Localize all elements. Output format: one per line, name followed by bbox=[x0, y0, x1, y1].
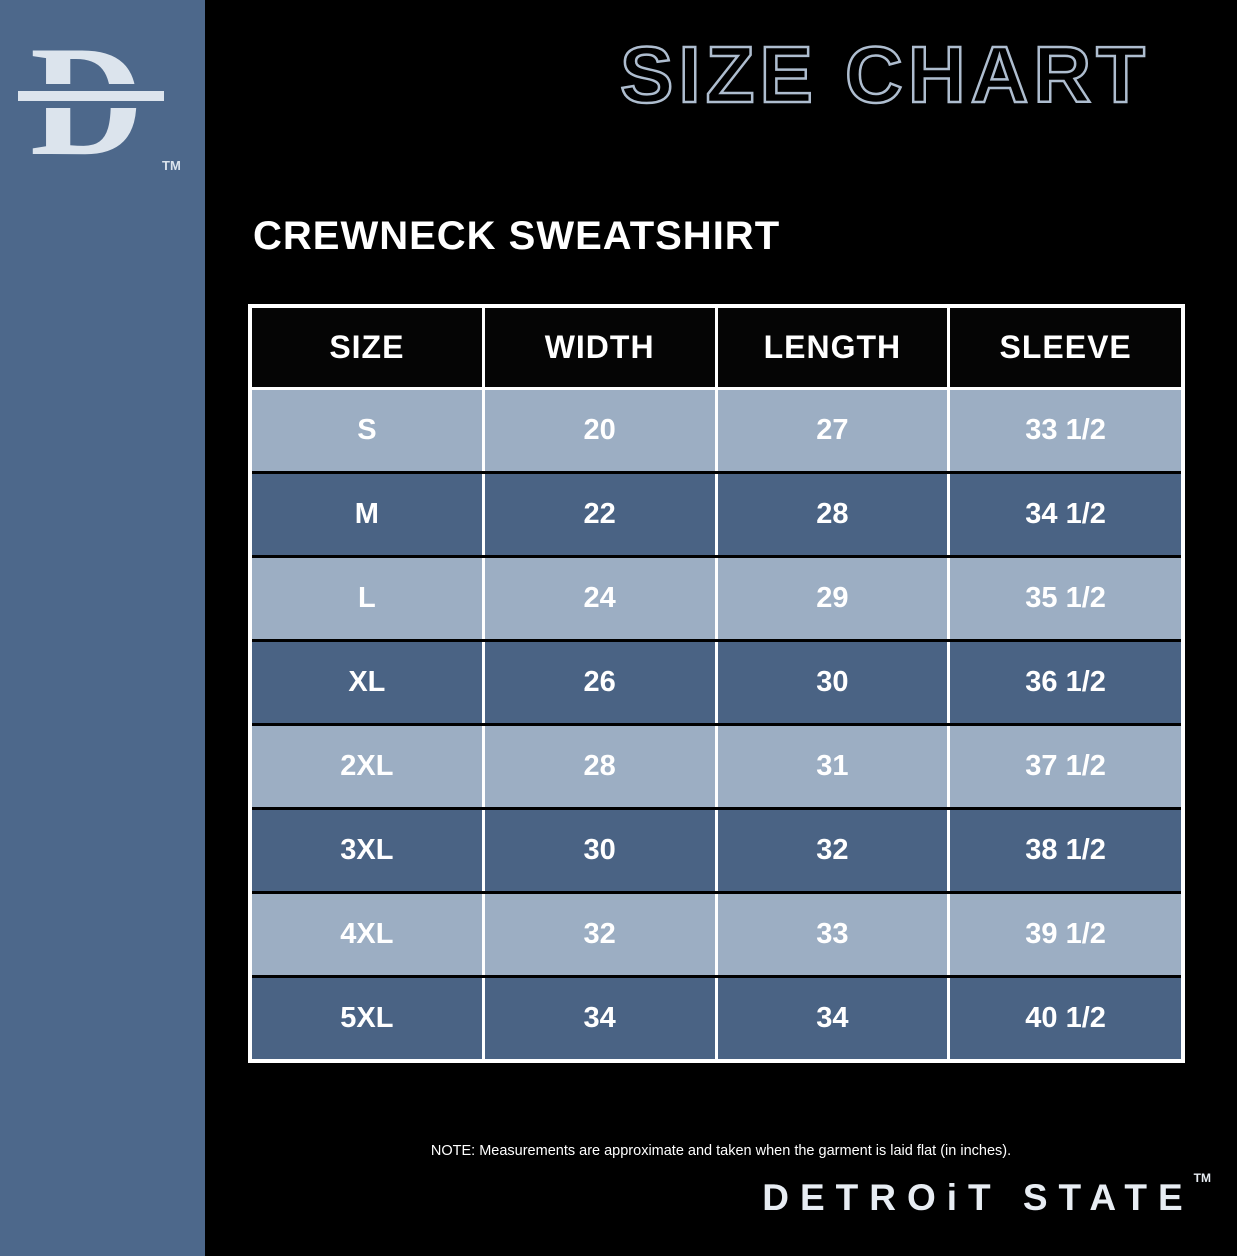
table-row: 3XL 30 32 38 1/2 bbox=[252, 807, 1181, 891]
product-title: CREWNECK SWEATSHIRT bbox=[253, 214, 781, 258]
value-cell: 20 bbox=[484, 390, 715, 471]
value-cell: 32 bbox=[717, 810, 948, 891]
measurement-note: NOTE: Measurements are approximate and t… bbox=[430, 1143, 1012, 1159]
size-table: SIZE WIDTH LENGTH SLEEVE S 20 27 33 1/2 M 22 28 34… bbox=[248, 304, 1185, 1063]
table-header: SIZE WIDTH LENGTH SLEEVE bbox=[252, 308, 1181, 390]
value-cell: 34 1/2 bbox=[950, 474, 1181, 555]
value-cell: 34 bbox=[717, 978, 948, 1059]
value-cell: 38 1/2 bbox=[950, 810, 1181, 891]
value-cell: 40 1/2 bbox=[950, 978, 1181, 1059]
table-body: S 20 27 33 1/2 M 22 28 34 1/2 L 24 29 35 1/2 XL 26 30 3… bbox=[252, 390, 1181, 1059]
table-row: 2XL 28 31 37 1/2 bbox=[252, 723, 1181, 807]
value-cell: 27 bbox=[717, 390, 948, 471]
page-title-wrap: SIZE CHART bbox=[205, 0, 1237, 128]
size-cell: L bbox=[252, 558, 482, 639]
value-cell: 32 bbox=[484, 894, 715, 975]
size-chart-title-outline: SIZE CHART bbox=[619, 29, 1150, 121]
sidebar: D TM bbox=[0, 0, 205, 1256]
value-cell: 22 bbox=[484, 474, 715, 555]
value-cell: 28 bbox=[484, 726, 715, 807]
column-header: SLEEVE bbox=[950, 308, 1181, 387]
value-cell: 30 bbox=[484, 810, 715, 891]
value-cell: 26 bbox=[484, 642, 715, 723]
logo-trademark: TM bbox=[162, 158, 181, 173]
table-row: M 22 28 34 1/2 bbox=[252, 471, 1181, 555]
size-cell: 2XL bbox=[252, 726, 482, 807]
value-cell: 37 1/2 bbox=[950, 726, 1181, 807]
size-cell: 5XL bbox=[252, 978, 482, 1059]
wordmark-text: DETROiT STATE bbox=[762, 1177, 1194, 1218]
value-cell: 30 bbox=[717, 642, 948, 723]
page-title: SIZE CHART bbox=[620, 30, 1150, 119]
table-row: L 24 29 35 1/2 bbox=[252, 555, 1181, 639]
value-cell: 31 bbox=[717, 726, 948, 807]
value-cell: 33 1/2 bbox=[950, 390, 1181, 471]
brand-logo: D TM bbox=[16, 14, 184, 189]
column-header: LENGTH bbox=[717, 308, 948, 387]
value-cell: 36 1/2 bbox=[950, 642, 1181, 723]
value-cell: 33 bbox=[717, 894, 948, 975]
value-cell: 28 bbox=[717, 474, 948, 555]
table-row: 4XL 32 33 39 1/2 bbox=[252, 891, 1181, 975]
table-row: S 20 27 33 1/2 bbox=[252, 390, 1181, 471]
value-cell: 24 bbox=[484, 558, 715, 639]
size-cell: 3XL bbox=[252, 810, 482, 891]
size-cell: S bbox=[252, 390, 482, 471]
column-header: WIDTH bbox=[484, 308, 715, 387]
size-cell: XL bbox=[252, 642, 482, 723]
d-logo-icon: D TM bbox=[16, 14, 181, 189]
table-row: 5XL 34 34 40 1/2 bbox=[252, 975, 1181, 1059]
value-cell: 34 bbox=[484, 978, 715, 1059]
size-cell: M bbox=[252, 474, 482, 555]
table-row: XL 26 30 36 1/2 bbox=[252, 639, 1181, 723]
value-cell: 29 bbox=[717, 558, 948, 639]
wordmark-trademark: TM bbox=[1193, 1171, 1211, 1185]
brand-wordmark: DETROiT STATETM bbox=[205, 1171, 1237, 1219]
value-cell: 39 1/2 bbox=[950, 894, 1181, 975]
column-header: SIZE bbox=[252, 308, 482, 387]
value-cell: 35 1/2 bbox=[950, 558, 1181, 639]
main-content: SIZE CHART CREWNECK SWEATSHIRT SIZE WIDTH… bbox=[205, 0, 1237, 1256]
size-cell: 4XL bbox=[252, 894, 482, 975]
